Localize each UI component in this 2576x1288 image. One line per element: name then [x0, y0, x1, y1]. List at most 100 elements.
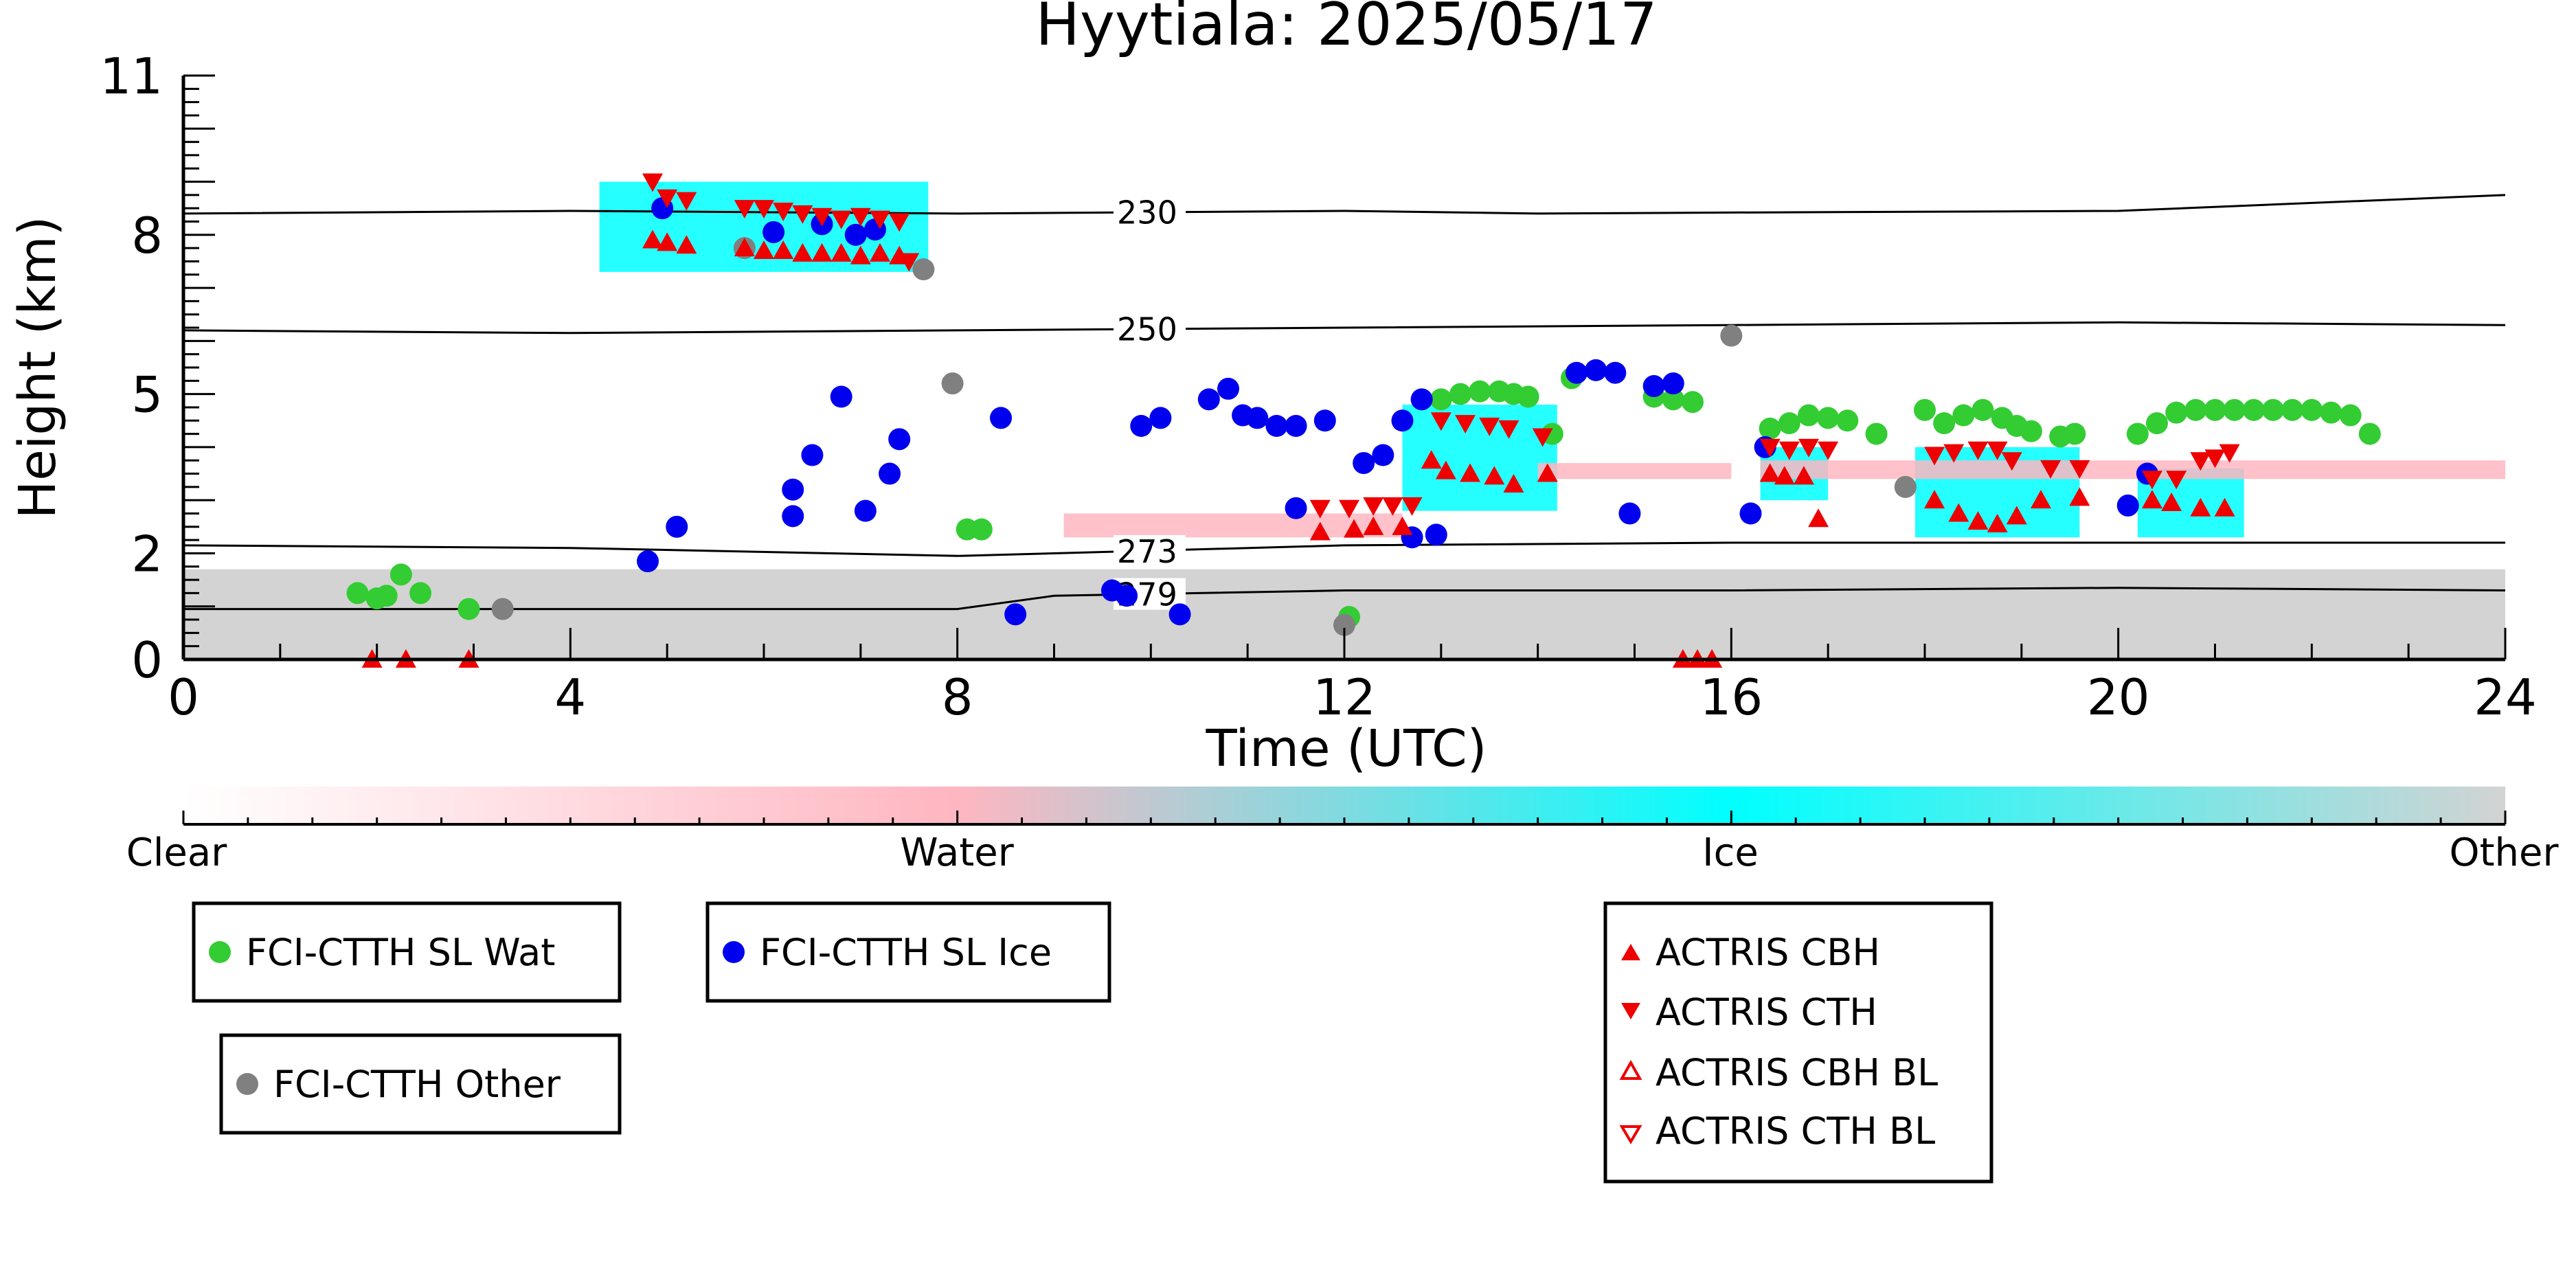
marker-fci-ctth-sl-ice — [1372, 444, 1394, 466]
x-minor-ticks — [182, 628, 2507, 659]
marker-actris-cth — [2166, 471, 2187, 490]
y-tick-label: 8 — [131, 207, 163, 264]
isotherm-230-label: 230 — [1117, 194, 1177, 231]
marker-fci-ctth-sl-ice — [1642, 375, 1665, 398]
marker-fci-ctth-sl-wat — [2146, 412, 2168, 435]
marker-fci-ctth-sl-ice — [801, 444, 824, 466]
marker-fci-ctth-sl-wat — [1836, 409, 1859, 432]
marker-actris-cth — [1479, 418, 1500, 436]
legend-box — [192, 901, 622, 1003]
marker-actris-cbh — [2214, 497, 2235, 517]
marker-actris-cbh — [1363, 516, 1384, 535]
legend-box — [1603, 901, 1993, 1184]
marker-fci-ctth-sl-wat — [1449, 383, 1471, 405]
retrieval-markers — [346, 173, 2381, 668]
legend-marker-triangle-down-icon — [1621, 1003, 1640, 1019]
marker-actris-cbh — [1344, 519, 1365, 538]
colorbar-ticks — [182, 811, 2507, 824]
marker-fci-ctth-sl-ice — [1391, 409, 1414, 432]
legend-marker-green-circle — [209, 941, 231, 963]
legend-label: FCI-CTTH SL Wat — [246, 931, 555, 974]
marker-fci-ctth-sl-ice — [879, 462, 901, 485]
x-tick-label: 4 — [554, 668, 586, 726]
marker-fci-ctth-other — [491, 598, 514, 620]
marker-fci-ctth-sl-ice — [1604, 361, 1627, 384]
legend-label: FCI-CTTH SL Ice — [760, 931, 1052, 974]
region-ice — [1402, 405, 1557, 511]
marker-actris-cth — [850, 207, 871, 227]
marker-actris-cth — [1987, 441, 2008, 460]
isotherm-250-line — [183, 321, 2506, 335]
marker-actris-cth — [792, 205, 813, 224]
marker-actris-cbh — [1421, 450, 1442, 469]
marker-fci-ctth-sl-ice — [1410, 388, 1433, 411]
marker-fci-ctth-sl-wat — [1798, 404, 1820, 427]
marker-actris-cbh — [2006, 506, 2027, 525]
marker-actris-cth — [2069, 460, 2090, 479]
legend-box — [219, 1033, 622, 1135]
marker-actris-cth — [1309, 499, 1331, 519]
marker-fci-ctth-sl-ice — [1168, 603, 1191, 626]
marker-fci-ctth-sl-wat — [1865, 422, 1888, 445]
marker-fci-ctth-other — [1894, 475, 1917, 498]
marker-actris-cbh — [1537, 463, 1558, 482]
marker-fci-ctth-sl-wat — [2204, 398, 2226, 421]
x-tick-labels: 0 4 8 12 16 20 24 — [168, 668, 2537, 726]
marker-fci-ctth-sl-ice — [1313, 409, 1336, 432]
marker-actris-cth — [657, 189, 678, 208]
marker-fci-ctth-sl-wat — [2223, 398, 2246, 421]
region-water — [1760, 460, 2505, 479]
marker-fci-ctth-sl-ice — [1285, 497, 1307, 519]
marker-actris-cth — [773, 203, 794, 222]
marker-actris-cth — [2190, 452, 2211, 471]
marker-fci-ctth-sl-ice — [1566, 361, 1588, 384]
isotherm-273-label: 273 — [1117, 533, 1177, 570]
marker-actris-cth — [1818, 441, 1839, 460]
legend-fci-ctth-other: FCI-CTTH Other — [219, 1033, 622, 1135]
marker-fci-ctth-sl-wat — [1817, 407, 1840, 429]
marker-fci-ctth-sl-ice — [1217, 377, 1239, 400]
legend-label: ACTRIS CBH BL — [1656, 1051, 1938, 1094]
marker-fci-ctth-sl-ice — [782, 505, 804, 528]
marker-fci-ctth-sl-ice — [1197, 388, 1220, 411]
marker-actris-cth — [1943, 444, 1965, 463]
marker-fci-ctth-sl-wat — [457, 598, 480, 620]
isotherm-label-bg — [1114, 313, 1186, 345]
marker-fci-ctth-sl-ice — [2116, 494, 2139, 517]
marker-actris-cth — [754, 200, 774, 219]
legend-label: ACTRIS CTH BL — [1656, 1109, 1935, 1153]
marker-fci-ctth-sl-wat — [2242, 398, 2265, 421]
marker-actris-cbh — [657, 232, 678, 251]
marker-actris-cbh — [1484, 466, 1505, 485]
marker-actris-cbh — [642, 229, 664, 249]
marker-fci-ctth-sl-ice — [1246, 407, 1269, 429]
marker-actris-cth — [899, 253, 920, 272]
marker-fci-ctth-sl-ice — [830, 385, 852, 408]
marker-fci-ctth-sl-ice — [637, 550, 659, 573]
marker-actris-cth — [2040, 460, 2061, 479]
marker-actris-cbh — [1808, 508, 1829, 528]
colorbar-label-water: Water — [900, 831, 1015, 875]
isotherm-label-bg — [1114, 534, 1186, 567]
marker-actris-cth — [1759, 438, 1781, 457]
marker-actris-cth — [1778, 441, 1800, 460]
marker-actris-cbh — [1987, 513, 2008, 532]
marker-fci-ctth-sl-ice — [762, 221, 785, 243]
marker-fci-ctth-sl-wat — [2184, 398, 2207, 421]
isotherm-230-line — [183, 194, 2506, 215]
marker-fci-ctth-sl-wat — [375, 585, 398, 607]
colorbar-label-ice: Ice — [1702, 831, 1759, 875]
marker-actris-cth — [1339, 499, 1360, 519]
marker-fci-ctth-other — [941, 372, 964, 395]
marker-fci-ctth-sl-ice — [1116, 585, 1138, 607]
marker-fci-ctth-other — [1720, 324, 1743, 347]
marker-actris-cbh — [1309, 521, 1331, 541]
marker-fci-ctth-sl-ice — [782, 478, 804, 501]
x-tick-label: 8 — [942, 668, 973, 726]
x-tick-label: 12 — [1313, 668, 1376, 726]
marker-fci-ctth-sl-wat — [1778, 412, 1800, 435]
marker-actris-cbh — [1435, 460, 1456, 479]
y-tick-label: 2 — [131, 525, 163, 583]
marker-fci-ctth-sl-wat — [2301, 398, 2323, 421]
x-tick-label: 0 — [168, 668, 199, 726]
